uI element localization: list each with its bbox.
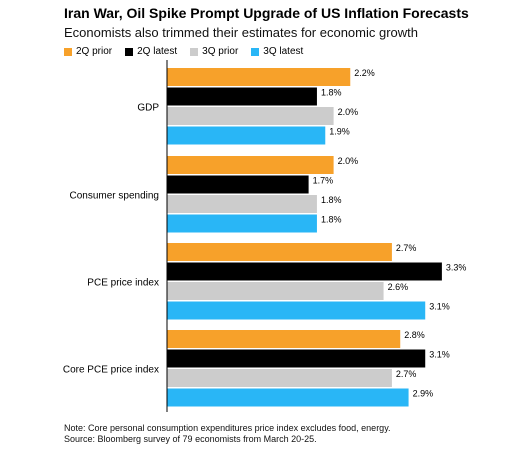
bar-core-pce-price-index-2q-prior (167, 330, 401, 348)
legend-item-2q-latest: 2Q latest (125, 46, 177, 57)
data-label-gdp-3q-prior: 2.0% (338, 107, 359, 117)
data-label-gdp-3q-latest: 1.9% (329, 127, 350, 137)
legend-item-3q-prior: 3Q prior (190, 46, 238, 57)
legend-item-3q-latest: 3Q latest (251, 46, 303, 57)
data-label-consumer-spending-3q-prior: 1.8% (321, 195, 342, 205)
bar-pce-price-index-3q-latest (167, 301, 426, 320)
legend-swatch (125, 47, 134, 56)
data-label-pce-price-index-2q-prior: 2.7% (396, 243, 417, 253)
legend-label: 2Q latest (137, 46, 178, 57)
legend-label: 3Q prior (202, 46, 239, 57)
bar-pce-price-index-2q-prior (167, 243, 392, 261)
legend-label: 2Q prior (76, 46, 113, 57)
data-label-pce-price-index-3q-latest: 3.1% (429, 302, 450, 312)
data-label-pce-price-index-2q-latest: 3.3% (446, 263, 467, 273)
bar-gdp-3q-latest (167, 126, 326, 145)
data-label-core-pce-price-index-3q-prior: 2.7% (396, 369, 417, 379)
source-text: Source: Bloomberg survey of 79 economist… (64, 434, 317, 444)
chart-title: Iran War, Oil Spike Prompt Upgrade of US… (64, 5, 469, 21)
legend-swatch (251, 47, 260, 56)
category-label-gdp: GDP (137, 102, 159, 113)
bar-consumer-spending-2q-prior (167, 156, 334, 174)
data-label-gdp-2q-prior: 2.2% (354, 68, 375, 78)
legend-label: 3Q latest (263, 46, 304, 57)
legend-item-2q-prior: 2Q prior (64, 46, 112, 57)
bar-core-pce-price-index-3q-latest (167, 388, 409, 407)
category-label-consumer-spending: Consumer spending (70, 190, 160, 201)
data-label-consumer-spending-2q-latest: 1.7% (313, 176, 334, 186)
bar-core-pce-price-index-2q-latest (167, 349, 426, 368)
legend: 2Q prior 2Q latest 3Q prior 3Q latest (64, 46, 303, 57)
bar-pce-price-index-3q-prior (167, 282, 384, 300)
bar-consumer-spending-3q-prior (167, 195, 317, 213)
data-label-core-pce-price-index-2q-latest: 3.1% (429, 350, 450, 360)
data-label-core-pce-price-index-3q-latest: 2.9% (413, 389, 434, 399)
bar-gdp-3q-prior (167, 107, 334, 125)
chart-subtitle: Economists also trimmed their estimates … (64, 25, 419, 40)
bar-pce-price-index-2q-latest (167, 262, 442, 281)
bar-gdp-2q-latest (167, 87, 317, 106)
bar-consumer-spending-3q-latest (167, 214, 317, 233)
legend-swatch (190, 47, 199, 56)
bar-core-pce-price-index-3q-prior (167, 369, 392, 387)
data-label-core-pce-price-index-2q-prior: 2.8% (404, 330, 425, 340)
data-label-gdp-2q-latest: 1.8% (321, 88, 342, 98)
bar-consumer-spending-2q-latest (167, 175, 309, 194)
category-label-pce-price-index: PCE price index (87, 277, 159, 288)
note-text: Note: Core personal consumption expendit… (64, 423, 391, 433)
data-label-pce-price-index-3q-prior: 2.6% (388, 282, 409, 292)
bar-gdp-2q-prior (167, 68, 351, 86)
footnotes: Note: Core personal consumption expendit… (64, 423, 391, 445)
category-label-core-pce-price-index: Core PCE price index (63, 364, 159, 375)
data-label-consumer-spending-2q-prior: 2.0% (338, 156, 359, 166)
legend-swatch (64, 47, 72, 56)
data-label-consumer-spending-3q-latest: 1.8% (321, 215, 342, 225)
